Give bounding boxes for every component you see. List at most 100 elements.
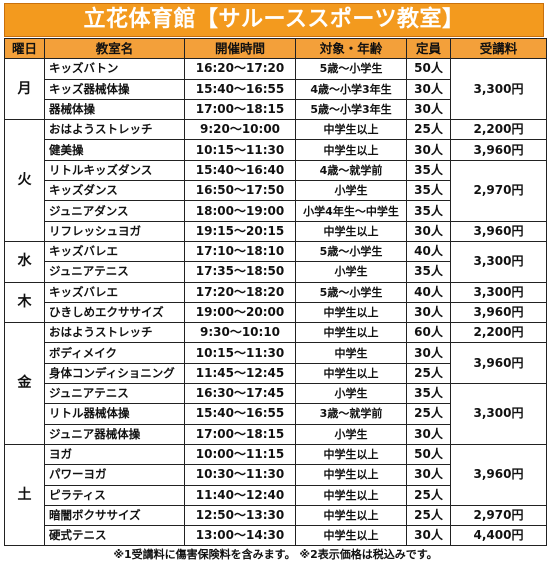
time-cell: 18:00～19:00	[184, 200, 296, 222]
fee-cell: 3,960円	[450, 443, 547, 506]
capacity-cell: 35人	[406, 261, 451, 283]
schedule-table: 曜日 教室名 開催時間 対象・年齢 定員 受講料 月キッズバトン 16:20～17…	[4, 37, 547, 547]
capacity-cell: 50人	[406, 443, 451, 466]
capacity-cell: 30人	[406, 301, 451, 324]
class-name-cell: ボディメイク	[44, 342, 185, 364]
time-cell: 11:45～12:45	[184, 362, 296, 385]
table-row: 金おはようストレッチ 9:30～10:10 中学生以上 60人 2,200円	[4, 322, 547, 445]
capacity-cell: 30人	[406, 342, 451, 364]
target-cell: 中学生	[295, 342, 407, 364]
capacity-cell: 40人	[406, 281, 451, 303]
time-cell: 16:50～17:50	[184, 180, 296, 202]
capacity-cell: 50人	[406, 58, 451, 80]
class-name-cell: キッズダンス	[44, 180, 185, 202]
time-cell: 10:00～11:15	[184, 443, 296, 466]
header-capacity: 定員	[406, 37, 451, 60]
capacity-cell: 40人	[406, 240, 451, 263]
capacity-cell: 35人	[406, 180, 451, 202]
table-row: 暗闇ボクササイズ 12:50～13:30 中学生以上 25人 2,970円	[5, 504, 547, 527]
target-cell: 中学生以上	[295, 362, 407, 385]
class-name-cell: リトル器械体操	[44, 403, 185, 425]
fee-cell: 3,300円	[450, 58, 547, 121]
class-name-cell: ひきしめエクササイズ	[44, 301, 185, 324]
table-row: 月キッズバトン 16:20～17:20 5歳～小学生 50人 3,300円	[4, 58, 547, 121]
fee-cell: 3,960円	[450, 301, 547, 324]
table-row: リトルキッズダンス 15:40～16:40 4歳～就学前 35人 2,970円	[5, 159, 547, 222]
day-cell: 月	[4, 58, 45, 121]
capacity-cell: 30人	[406, 139, 451, 161]
table-row: 木キッズバレエ 17:20～18:20 5歳～小学生 40人 3,300円	[4, 281, 547, 324]
class-name-cell: パワーヨガ	[44, 464, 185, 486]
time-cell: 15:40～16:40	[184, 159, 296, 182]
fee-cell: 3,960円	[450, 220, 547, 242]
target-cell: 中学生以上	[295, 464, 407, 486]
capacity-cell: 25人	[406, 484, 451, 506]
target-cell: 5歳～小学生	[295, 281, 407, 303]
table-row: 水キッズバレエ 17:10～18:10 5歳～小学生 40人 3,300円	[4, 240, 547, 283]
time-cell: 10:15～11:30	[184, 342, 296, 364]
target-cell: 中学生以上	[295, 504, 407, 527]
table-body: 月キッズバトン 16:20～17:20 5歳～小学生 50人 3,300円 キッズ器械体操…	[4, 58, 547, 547]
class-name-cell: 硬式テニス	[44, 525, 185, 547]
fee-cell: 2,970円	[450, 504, 547, 527]
table-row: 火おはようストレッチ 9:20～10:00 中学生以上 25人 2,200円	[4, 119, 547, 242]
capacity-cell: 30人	[406, 464, 451, 486]
target-cell: 4歳～小学3年生	[295, 78, 407, 100]
time-cell: 19:00～20:00	[184, 301, 296, 324]
table-row: ジュニアテニス 16:30～17:45 小学生 35人 3,300円	[5, 383, 547, 445]
header-row: 曜日 教室名 開催時間 対象・年齢 定員 受講料	[4, 37, 547, 60]
capacity-cell: 35人	[406, 200, 451, 222]
target-cell: 小学4年生～中学生	[295, 200, 407, 222]
target-cell: 4歳～就学前	[295, 159, 407, 182]
time-cell: 9:30～10:10	[184, 322, 296, 344]
day-cell: 木	[4, 281, 45, 324]
class-name-cell: ヨガ	[44, 443, 185, 466]
fee-cell: 3,300円	[450, 281, 547, 303]
class-name-cell: キッズバレエ	[44, 281, 185, 303]
class-name-cell: キッズバトン	[44, 58, 185, 80]
day-cell: 水	[4, 240, 45, 283]
capacity-cell: 60人	[406, 322, 451, 344]
fee-cell: 2,970円	[450, 159, 547, 222]
day-cell: 火	[4, 119, 45, 242]
class-name-cell: ピラティス	[44, 484, 185, 506]
time-cell: 15:40～16:55	[184, 403, 296, 425]
fee-cell: 3,300円	[450, 383, 547, 445]
time-cell: 12:50～13:30	[184, 504, 296, 527]
table-row: 健美操 10:15～11:30 中学生以上 30人 3,960円	[5, 139, 547, 161]
time-cell: 10:30～11:30	[184, 464, 296, 486]
time-cell: 19:15～20:15	[184, 220, 296, 242]
fee-cell: 3,960円	[450, 342, 547, 385]
table-row: 土ヨガ 10:00～11:15 中学生以上 50人 3,960円	[4, 443, 547, 547]
header-day: 曜日	[4, 37, 45, 60]
time-cell: 15:40～16:55	[184, 78, 296, 100]
table-row: ジュニアテニス 17:35～18:50 小学生 35人	[5, 261, 547, 283]
fee-cell: 2,200円	[450, 322, 547, 344]
target-cell: 中学生以上	[295, 525, 407, 547]
capacity-cell: 30人	[406, 220, 451, 242]
target-cell: 中学生以上	[295, 322, 407, 344]
table-row: ボディメイク 10:15～11:30 中学生 30人 3,960円	[5, 342, 547, 385]
table-row: リトル器械体操 15:40～16:55 3歳～就学前 25人	[5, 403, 547, 425]
header-class: 教室名	[44, 37, 185, 60]
table-row: リフレッシュヨガ 19:15～20:15 中学生以上 30人 3,960円	[5, 220, 547, 242]
header-fee: 受講料	[450, 37, 547, 60]
class-name-cell: キッズバレエ	[44, 240, 185, 263]
class-name-cell: キッズ器械体操	[44, 78, 185, 100]
time-cell: 17:00～18:15	[184, 423, 296, 445]
fee-cell: 3,300円	[450, 240, 547, 283]
class-name-cell: リフレッシュヨガ	[44, 220, 185, 242]
day-cell: 土	[4, 443, 45, 547]
time-cell: 16:20～17:20	[184, 58, 296, 80]
target-cell: 5歳～小学生	[295, 240, 407, 263]
class-name-cell: リトルキッズダンス	[44, 159, 185, 182]
header-target: 対象・年齢	[295, 37, 407, 60]
table-row: 身体コンディショニング 11:45～12:45 中学生以上 25人	[5, 362, 547, 385]
time-cell: 16:30～17:45	[184, 383, 296, 405]
target-cell: 5歳～小学生	[295, 58, 407, 80]
target-cell: 中学生以上	[295, 220, 407, 242]
class-name-cell: おはようストレッチ	[44, 119, 185, 141]
fee-cell: 2,200円	[450, 119, 547, 141]
target-cell: 小学生	[295, 180, 407, 202]
class-name-cell: 器械体操	[44, 98, 185, 121]
